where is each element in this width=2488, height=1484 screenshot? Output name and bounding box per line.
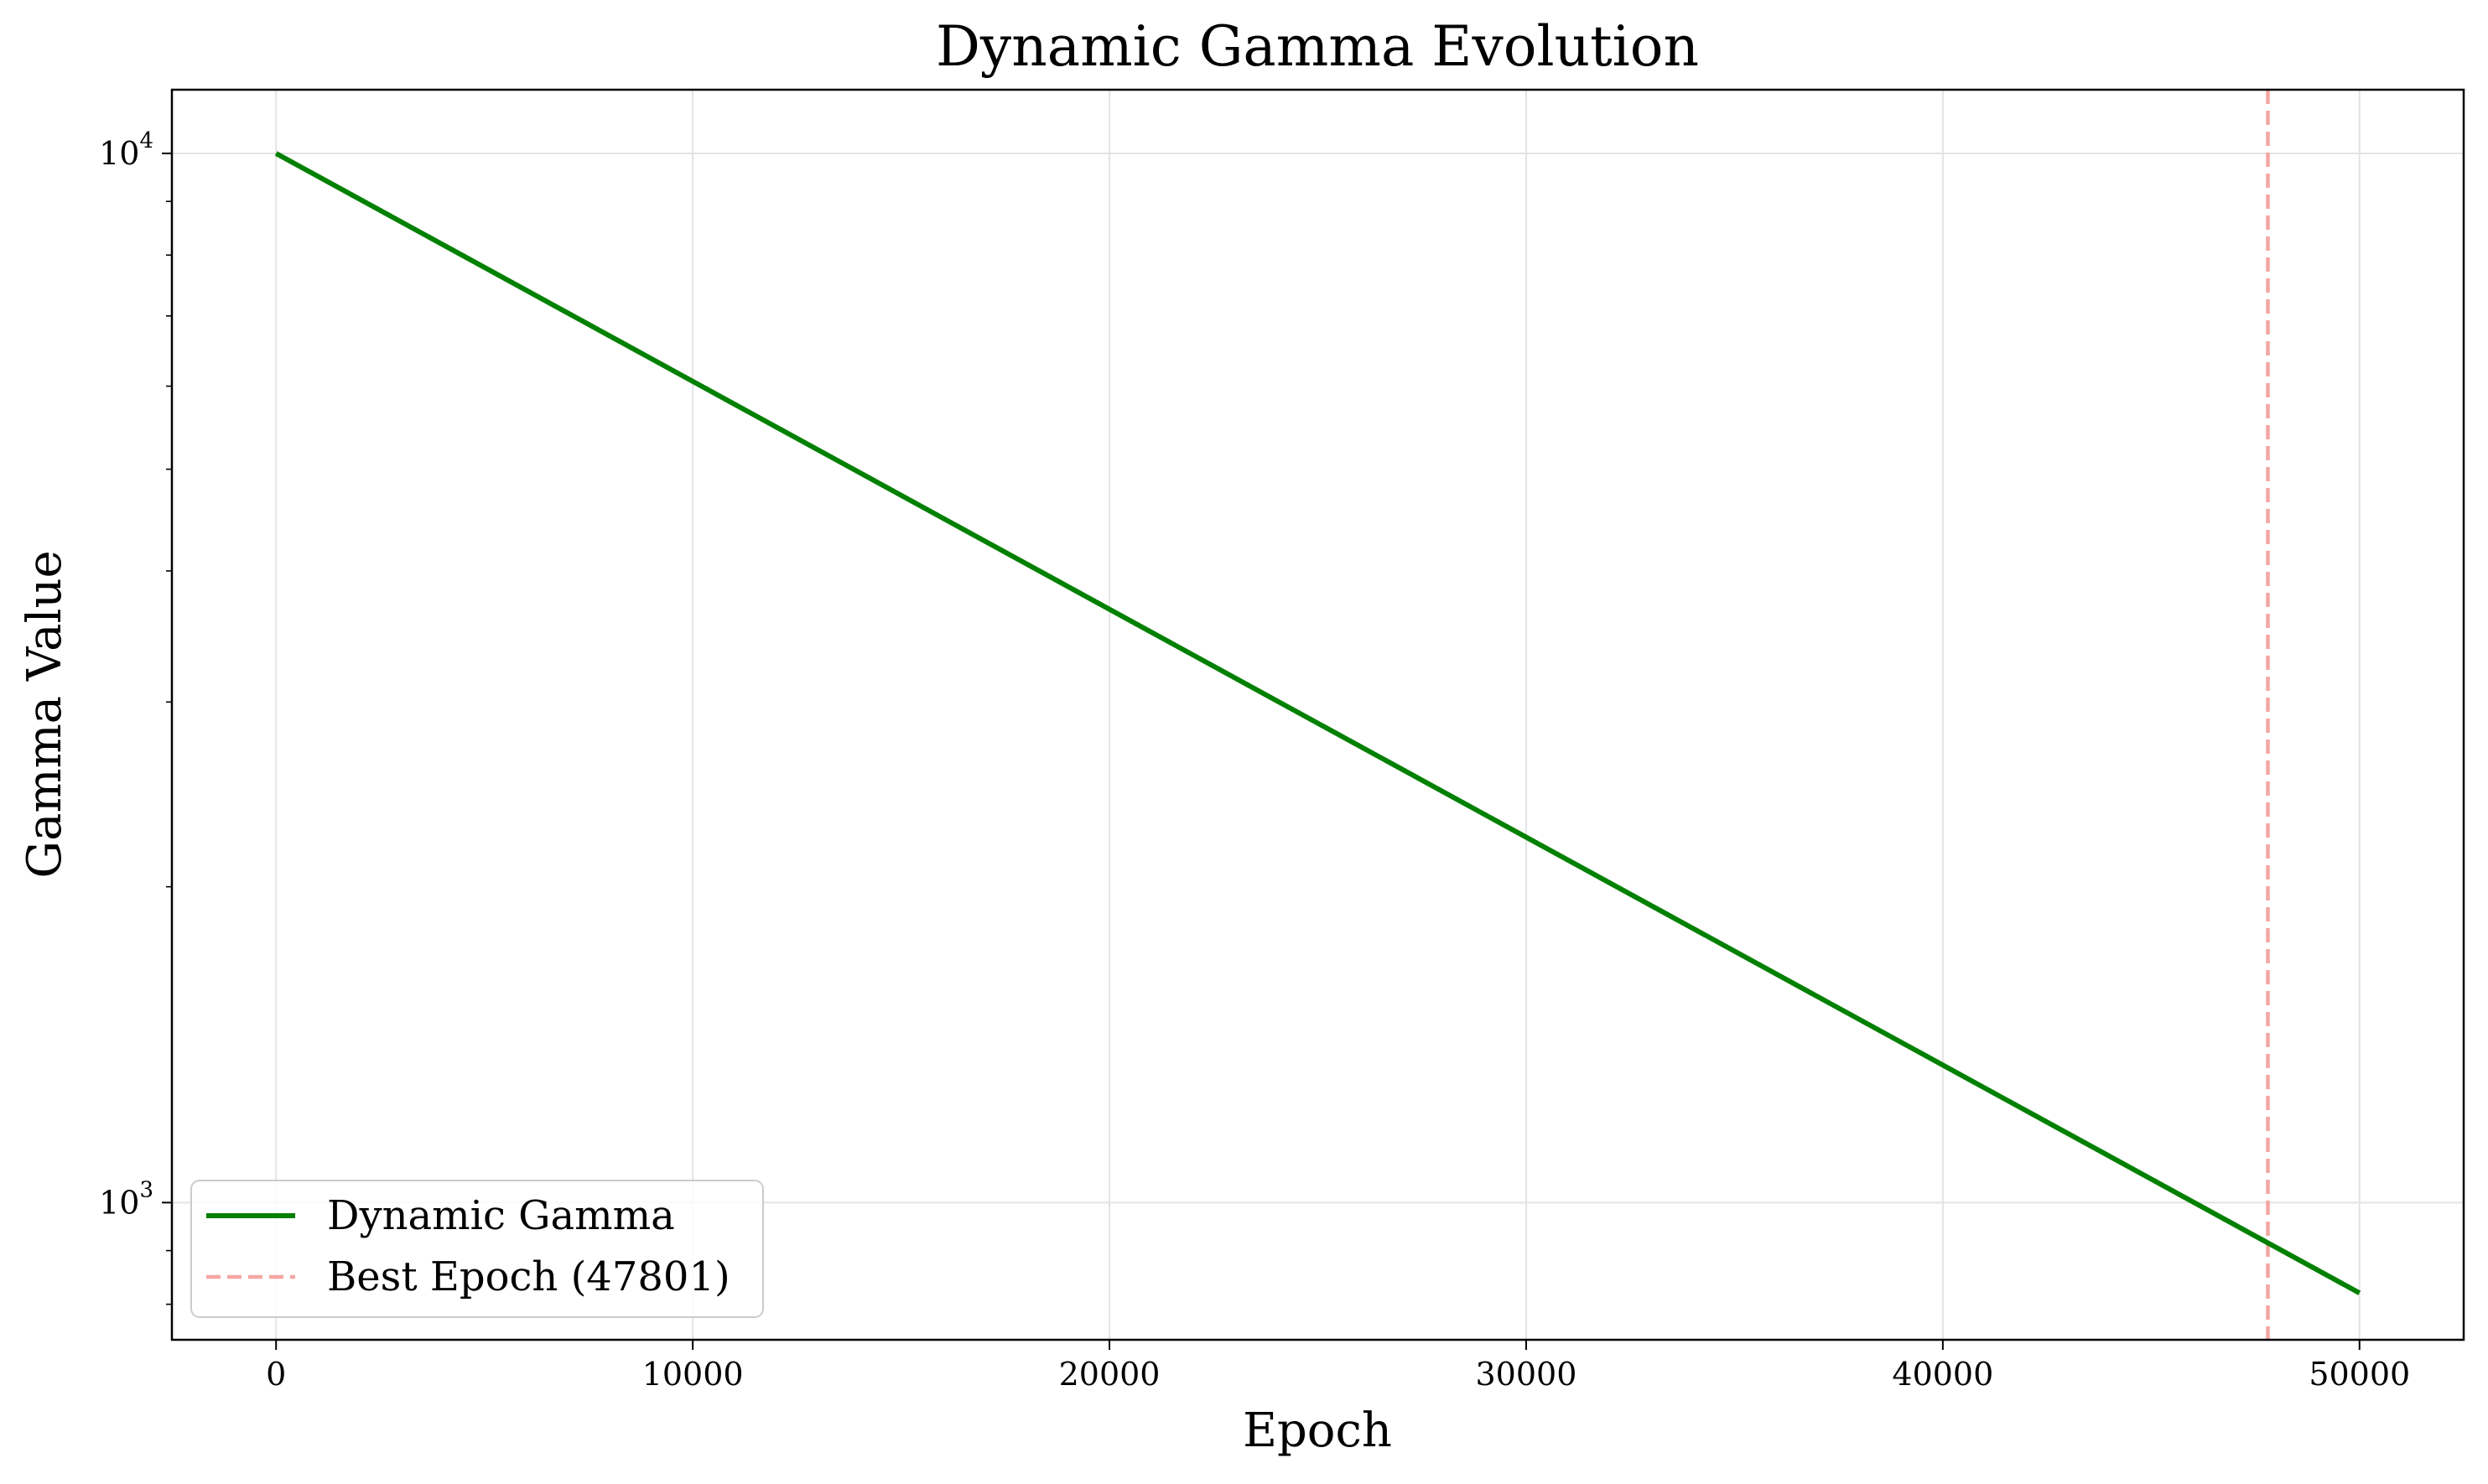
x-tick-label: 20000	[1059, 1356, 1161, 1393]
series-line-dynamic-gamma	[274, 151, 2361, 1295]
y-tick-label: 104	[99, 128, 153, 172]
y-tick-base: 10	[99, 135, 139, 172]
y-tick-exponent: 4	[139, 128, 153, 153]
series-lines	[274, 151, 2361, 1295]
y-axis-label: Gamma Value	[18, 550, 72, 878]
x-tick-label: 40000	[1892, 1356, 1993, 1393]
legend-label-best-epoch: Best Epoch (47801)	[327, 1253, 730, 1300]
grid	[172, 90, 2464, 1340]
legend-box	[190, 1180, 764, 1318]
x-axis-label: Epoch	[1243, 1404, 1392, 1458]
legend: Dynamic Gamma Best Epoch (47801)	[190, 1180, 764, 1318]
x-tick-label: 50000	[2309, 1356, 2410, 1393]
chart-title: Dynamic Gamma Evolution	[936, 14, 1699, 79]
x-tick-label: 0	[266, 1356, 286, 1393]
x-tick-label: 10000	[642, 1356, 744, 1393]
y-tick-label: 103	[99, 1177, 153, 1221]
legend-label-dynamic-gamma: Dynamic Gamma	[327, 1192, 675, 1239]
y-tick-exponent: 3	[139, 1177, 153, 1202]
y-tick-base: 10	[99, 1184, 139, 1221]
plot-frame	[170, 88, 2465, 1341]
x-tick-label: 30000	[1476, 1356, 1577, 1393]
x-axis-ticks: 0 10000 20000 30000 40000 50000	[266, 1340, 2410, 1393]
